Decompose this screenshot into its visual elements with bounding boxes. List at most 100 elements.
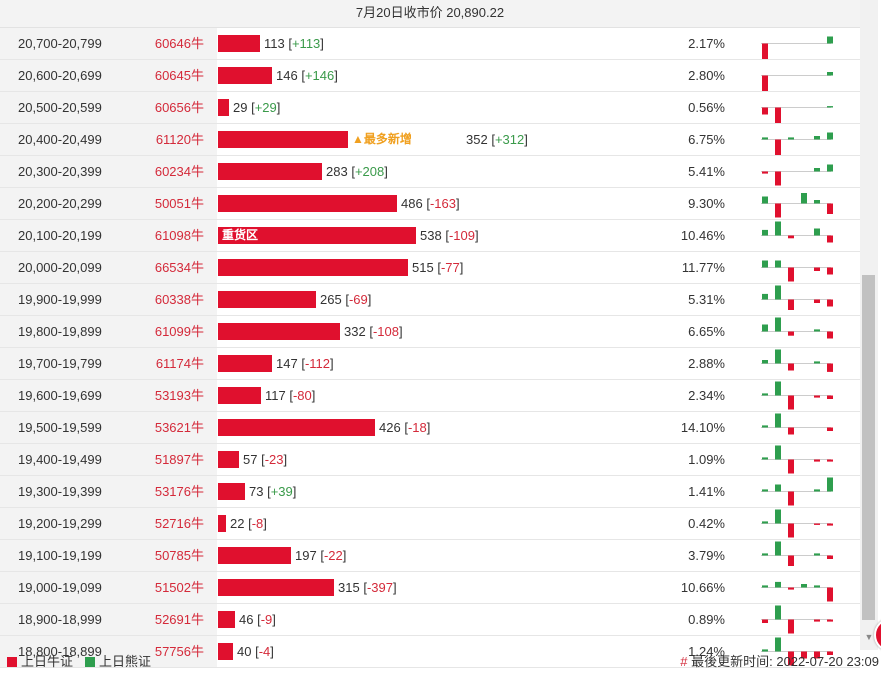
sparkline <box>761 349 833 372</box>
quantity-value: 146 [+146] <box>276 68 338 83</box>
most-added-label: ▲最多新增 <box>352 132 412 146</box>
sparkline-bar <box>814 459 820 462</box>
percentage: 2.80% <box>688 68 725 83</box>
sparkline-bar <box>788 555 794 566</box>
warrant-code[interactable]: 61099牛 <box>137 316 217 347</box>
sparkline-bar <box>827 555 833 559</box>
scrollbar-thumb[interactable] <box>862 275 875 620</box>
percentage: 2.88% <box>688 356 725 371</box>
price-range: 20,500-20,599 <box>0 92 137 123</box>
warrant-code[interactable]: 51502牛 <box>137 572 217 603</box>
percentage: 1.41% <box>688 484 725 499</box>
sparkline <box>761 637 833 666</box>
warrant-code[interactable]: 61098牛 <box>137 220 217 251</box>
sparkline <box>761 477 833 506</box>
sparkline-bar <box>801 584 807 588</box>
sparkline <box>761 164 833 186</box>
quantity-bar <box>218 195 397 212</box>
table-row: 20,200-20,299 50051牛 486 [-163] 9.30% <box>0 188 860 220</box>
sparkline-bar <box>762 107 768 115</box>
price-range: 20,100-20,199 <box>0 220 137 251</box>
quantity-value: 147 [-112] <box>276 356 334 371</box>
percentage: 3.79% <box>688 548 725 563</box>
sparkline-bar <box>827 331 833 339</box>
sparkline <box>761 317 833 339</box>
quantity-value: 352 [+312] <box>466 132 528 147</box>
sparkline-bar <box>775 349 781 364</box>
warrant-code[interactable]: 52691牛 <box>137 604 217 635</box>
warrant-code[interactable]: 53176牛 <box>137 476 217 507</box>
sparkline-bar <box>788 137 794 140</box>
quantity-value: 117 [-80] <box>265 388 316 403</box>
sparkline-bar <box>827 106 833 108</box>
table-row: 19,600-19,699 53193牛 117 [-80] 2.34% <box>0 380 860 412</box>
table-row: 19,400-19,499 51897牛 57 [-23] 1.09% <box>0 444 860 476</box>
scroll-down-arrow-icon[interactable]: ▼ <box>864 632 874 642</box>
warrant-code[interactable]: 61174牛 <box>137 348 217 379</box>
percentage: 14.10% <box>680 420 725 435</box>
table-row: 19,000-19,099 51502牛 315 [-397] 10.66% <box>0 572 860 604</box>
sparkline-bar <box>827 363 833 372</box>
table-row: 20,400-20,499 61120牛 ▲最多新增 352 [+312] 6.… <box>0 124 860 156</box>
sparkline-bar <box>775 484 781 492</box>
warrant-code[interactable]: 53193牛 <box>137 380 217 411</box>
sparkline-bar <box>788 363 794 371</box>
sparkline-bar <box>762 553 768 556</box>
sparkline <box>761 381 833 410</box>
price-range: 19,700-19,799 <box>0 348 137 379</box>
sparkline-bar <box>827 395 833 399</box>
percentage: 1.24% <box>688 644 725 659</box>
sparkline-bar <box>827 427 833 431</box>
percentage: 10.46% <box>680 228 725 243</box>
quantity-change: -18 <box>407 420 427 435</box>
sparkline <box>761 413 833 435</box>
sparkline-bar <box>827 619 833 622</box>
warrant-code[interactable]: 60645牛 <box>137 60 217 91</box>
warrant-code[interactable]: 57756牛 <box>137 636 217 667</box>
sparkline-bar <box>762 293 768 300</box>
sparkline-bar <box>814 228 820 236</box>
quantity-change: -22 <box>323 548 343 563</box>
quantity-change: -77 <box>440 260 460 275</box>
sparkline-bar <box>775 171 781 186</box>
percentage: 1.09% <box>688 452 725 467</box>
warrant-code[interactable]: 50785牛 <box>137 540 217 571</box>
quantity-bar <box>218 291 316 308</box>
sparkline-bar <box>762 585 768 588</box>
warrant-code[interactable]: 53621牛 <box>137 412 217 443</box>
scrollbar[interactable]: ▼ <box>860 0 878 650</box>
sparkline-bar <box>762 229 768 236</box>
quantity-bar <box>218 419 375 436</box>
warrant-code[interactable]: 50051牛 <box>137 188 217 219</box>
quantity-change: -80 <box>292 388 312 403</box>
warrant-code[interactable]: 61120牛 <box>137 124 217 155</box>
sparkline <box>761 541 833 566</box>
price-range: 19,500-19,599 <box>0 412 137 443</box>
sparkline-bar <box>775 445 781 460</box>
warrant-code[interactable]: 60646牛 <box>137 28 217 59</box>
warrant-code[interactable]: 51897牛 <box>137 444 217 475</box>
sparkline-bar <box>788 395 794 410</box>
sparkline-bar <box>788 651 794 666</box>
table-header: 7月20日收市价 20,890.22 <box>0 0 860 28</box>
warrant-code[interactable]: 60338牛 <box>137 284 217 315</box>
sparkline <box>761 260 833 282</box>
quantity-value: 22 [-8] <box>230 516 267 531</box>
sparkline-bar <box>814 329 820 332</box>
warrant-code[interactable]: 60234牛 <box>137 156 217 187</box>
price-range: 19,100-19,199 <box>0 540 137 571</box>
sparkline-bar <box>775 581 781 588</box>
price-range: 19,400-19,499 <box>0 444 137 475</box>
table-row: 19,700-19,799 61174牛 147 [-112] 2.88% <box>0 348 860 380</box>
price-range: 18,800-18,899 <box>0 636 137 667</box>
sparkline-bar <box>827 132 833 140</box>
sparkline-bar <box>775 413 781 428</box>
price-range: 19,300-19,399 <box>0 476 137 507</box>
sparkline-bar <box>814 585 820 588</box>
closing-price-title: 7月20日收市价 20,890.22 <box>355 5 505 20</box>
price-range: 18,900-18,999 <box>0 604 137 635</box>
warrant-code[interactable]: 52716牛 <box>137 508 217 539</box>
quantity-value: 113 [+113] <box>264 36 324 51</box>
warrant-code[interactable]: 66534牛 <box>137 252 217 283</box>
warrant-code[interactable]: 60656牛 <box>137 92 217 123</box>
